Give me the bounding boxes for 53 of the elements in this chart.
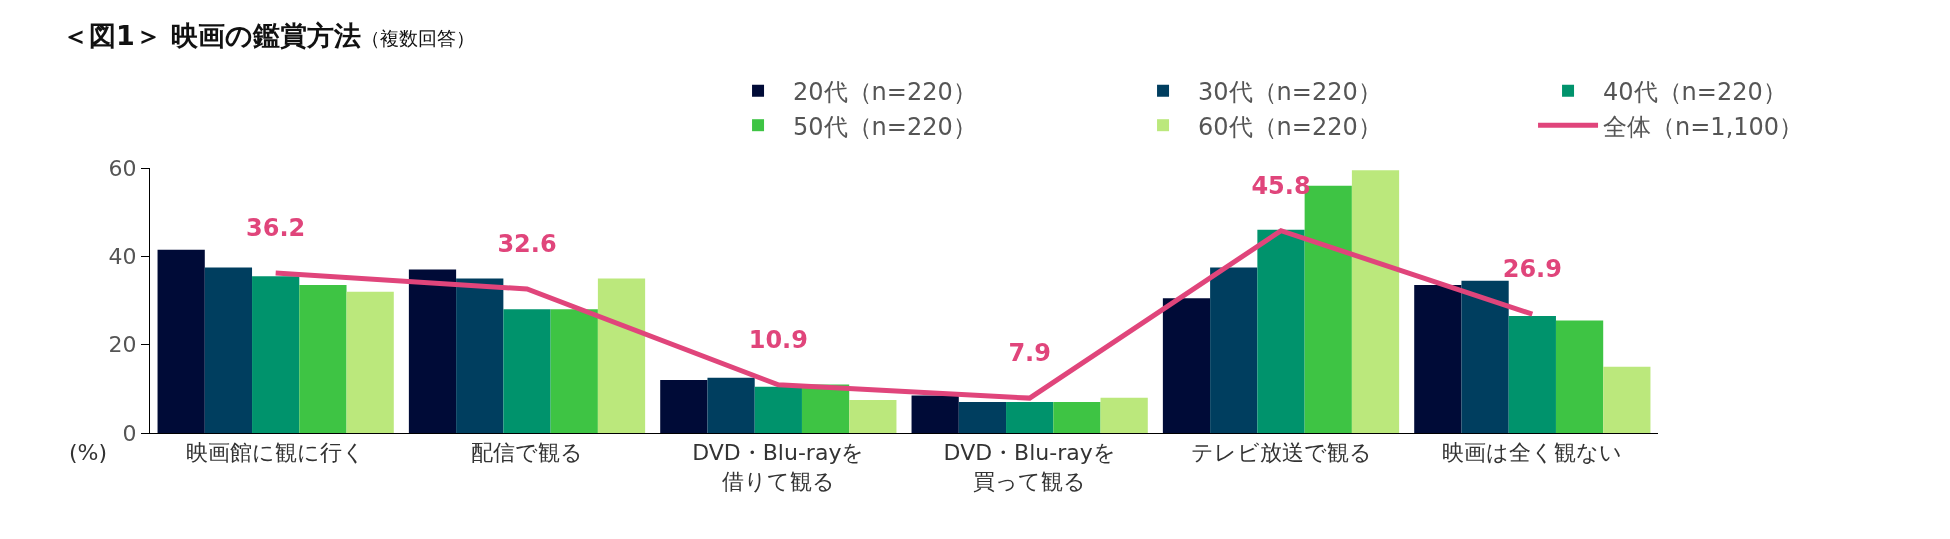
y-tick-label: 0	[122, 420, 137, 446]
data-label: 36.2	[246, 213, 306, 242]
legend-label: 全体（n=1,100）	[1603, 112, 1804, 141]
bar	[597, 278, 646, 433]
chart-subtitle: （複数回答）	[361, 27, 476, 49]
data-label: 10.9	[748, 325, 808, 354]
bar	[849, 399, 897, 433]
bar	[707, 377, 755, 433]
bar	[754, 386, 802, 433]
x-tick-label: DVD・Blu-rayを借りて観る	[692, 440, 865, 494]
y-axis-title: (%)	[69, 440, 108, 465]
bar	[1257, 229, 1305, 433]
legend-label: 50代（n=220）	[793, 112, 977, 141]
legend-label: 40代（n=220）	[1603, 78, 1787, 107]
bar	[299, 285, 347, 433]
bar	[1162, 298, 1211, 433]
bar	[1006, 402, 1054, 433]
y-tick-label: 60	[108, 155, 137, 181]
bar	[1603, 366, 1651, 433]
bar	[204, 267, 253, 433]
x-tick-label: 配信で観る	[471, 440, 583, 466]
bar	[346, 291, 394, 433]
legend-label: 60代（n=220）	[1198, 112, 1382, 141]
legend-label: 20代（n=220）	[793, 78, 977, 107]
bar	[911, 395, 959, 433]
bar	[408, 269, 457, 433]
bar	[1461, 280, 1509, 433]
data-label: 45.8	[1251, 171, 1311, 200]
data-label: 32.6	[497, 229, 557, 258]
y-tick-label: 20	[108, 332, 137, 358]
data-label: 7.9	[1008, 338, 1051, 367]
x-tick-label: テレビ放送で観る	[1190, 440, 1372, 466]
bar	[958, 402, 1007, 433]
bar	[252, 276, 300, 433]
bar	[1351, 170, 1400, 433]
bar	[1100, 397, 1148, 433]
bar	[157, 249, 205, 433]
y-tick-label: 40	[108, 244, 137, 270]
bar	[550, 309, 598, 433]
x-tick-label: DVD・Blu-rayを買って観る	[943, 440, 1116, 494]
bar	[660, 380, 708, 433]
bar	[503, 309, 551, 433]
bar	[456, 278, 504, 433]
bar	[1414, 285, 1462, 433]
bar	[1210, 267, 1258, 433]
legend-label: 30代（n=220）	[1198, 78, 1382, 107]
bar	[1508, 315, 1556, 433]
chart-title: ＜図1＞ 映画の鑑賞方法	[62, 20, 362, 51]
x-tick-label: 映画は全く観ない	[1442, 440, 1623, 466]
bar	[1053, 402, 1101, 433]
x-tick-label: 映画館に観に行く	[186, 440, 366, 466]
data-label: 26.9	[1502, 254, 1562, 283]
bar	[1555, 320, 1604, 433]
